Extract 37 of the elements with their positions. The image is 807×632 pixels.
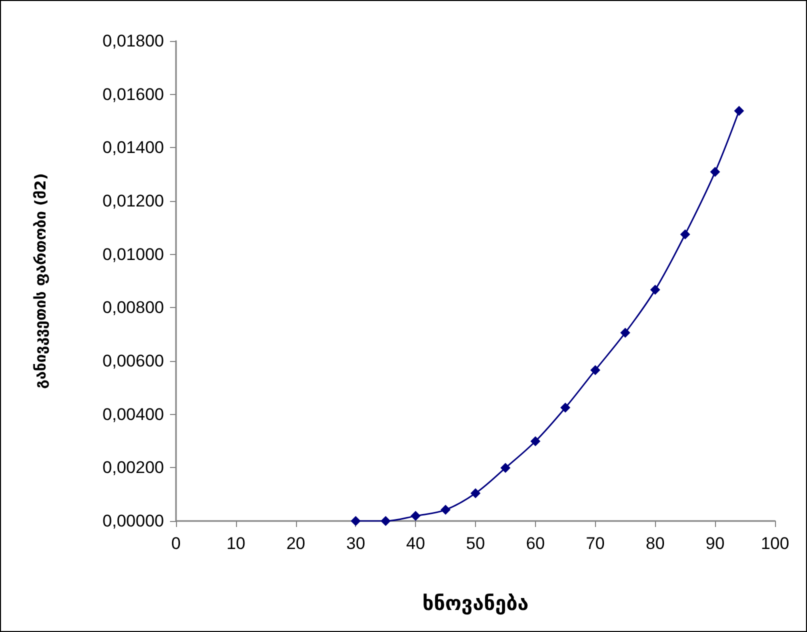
x-tick-label: 40 <box>406 534 426 553</box>
point <box>500 462 510 473</box>
y-tick-label: 0,00400 <box>102 404 164 424</box>
y-tick-label: 0,00000 <box>102 512 164 530</box>
point <box>710 166 720 177</box>
x-axis-title: ხნოვანება <box>422 591 529 615</box>
x-tick-label: 10 <box>226 534 246 553</box>
point <box>560 402 570 413</box>
y-tick-label: 0,01400 <box>102 138 164 158</box>
x-tick-label: 60 <box>526 534 545 553</box>
point <box>734 106 744 116</box>
y-tick-label: 0,01800 <box>102 32 164 50</box>
point <box>680 229 690 240</box>
point <box>380 516 391 526</box>
x-tick-label: 70 <box>586 534 605 553</box>
point <box>590 365 600 376</box>
y-tick-label: 0,01200 <box>102 192 164 210</box>
point <box>650 284 660 295</box>
y-tick-label: 0,00600 <box>102 352 164 370</box>
x-tick-label: 80 <box>646 534 665 553</box>
point <box>350 516 361 526</box>
x-tick-label: 20 <box>286 534 306 553</box>
y-tick-label: 0,00800 <box>102 298 164 318</box>
point <box>470 488 480 498</box>
x-tick-label: 90 <box>706 534 725 553</box>
point <box>620 328 630 338</box>
x-tick-label: 30 <box>346 534 366 553</box>
point <box>410 510 421 521</box>
x-tick-label: 100 <box>760 534 790 553</box>
x-tick-label: 50 <box>466 534 485 553</box>
y-tick-label: 0,01000 <box>102 244 164 264</box>
x-tick-label: 0 <box>171 534 181 553</box>
y-axis-title: განივკვეთის ფართობი (მ2) <box>32 173 50 389</box>
point <box>440 504 451 515</box>
y-tick-label: 0,01600 <box>102 84 164 104</box>
point <box>530 436 540 446</box>
y-tick-label: 0,00200 <box>102 458 164 478</box>
